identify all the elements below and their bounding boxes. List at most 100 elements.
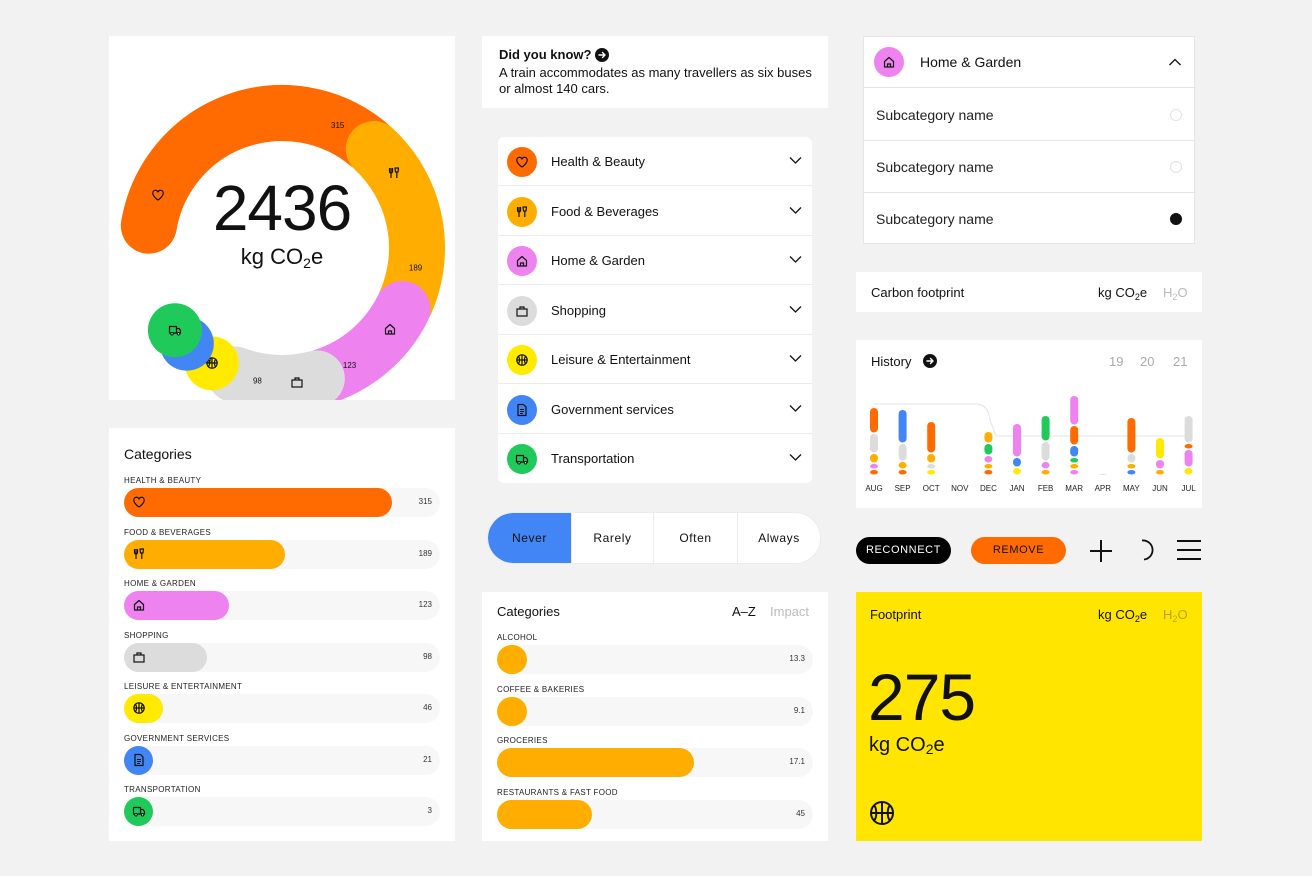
history-bar-segment — [1070, 396, 1079, 425]
category-label: LEISURE & ENTERTAINMENT — [124, 682, 243, 691]
history-bar-segment — [870, 434, 878, 453]
history-card: History 19 20 21 AUG SEP OCT NOV DEC JAN FEB MA… — [856, 340, 1202, 508]
history-bar-segment — [1127, 454, 1136, 463]
chevron-down-icon[interactable] — [789, 206, 802, 215]
accordion-item[interactable]: Food & Beverages — [498, 187, 812, 236]
dropdown-header[interactable]: Home & Garden — [864, 37, 1194, 88]
accordion-item-label: Transportation — [551, 451, 635, 466]
ball-icon — [869, 800, 895, 826]
heart-icon — [132, 495, 146, 509]
category-row[interactable]: LEISURE & ENTERTAINMENT 46 — [124, 682, 440, 726]
category-row[interactable]: TRANSPORTATION 3 — [124, 785, 440, 829]
history-title: History — [871, 354, 912, 369]
sort-az-button[interactable]: A–Z — [732, 604, 756, 619]
subcategory-bar-fill — [497, 696, 527, 726]
year-20-tab[interactable]: 20 — [1140, 354, 1155, 369]
donut-segment-value: 98 — [253, 377, 262, 386]
donut-segment[interactable] — [345, 121, 445, 331]
donut-segment-value: 315 — [331, 121, 345, 130]
subcategory-label: RESTAURANTS & FAST FOOD — [497, 787, 618, 797]
chevron-up-icon[interactable] — [1168, 57, 1182, 67]
year-21-tab[interactable]: 21 — [1173, 354, 1188, 369]
category-dropdown: Home & Garden Subcategory name Subcategor… — [863, 36, 1195, 244]
subcategory-value: 9.1 — [793, 705, 805, 715]
year-19-tab[interactable]: 19 — [1109, 354, 1124, 369]
frequency-option-rarely[interactable]: Rarely — [572, 513, 654, 563]
heart-icon — [507, 147, 537, 177]
category-bar-fill — [124, 745, 153, 775]
chevron-down-icon[interactable] — [789, 305, 802, 314]
subcategory-row[interactable]: GROCERIES 17.1 — [497, 736, 813, 780]
chevron-down-icon[interactable] — [789, 354, 802, 363]
radio-button[interactable] — [1170, 161, 1182, 173]
category-row[interactable]: FOOD & BEVERAGES 189 — [124, 528, 440, 572]
category-bar-track — [124, 797, 440, 826]
subcategory-row[interactable]: COFFEE & BAKERIES 9.1 — [497, 685, 813, 729]
history-bar-segment — [1041, 442, 1050, 461]
history-bar-segment — [1041, 470, 1050, 475]
house-icon — [507, 246, 537, 276]
did-you-know-card[interactable]: Did you know? A train accommodates as ma… — [482, 36, 828, 108]
donut-total: 2436 — [212, 172, 352, 244]
category-row[interactable]: GOVERNMENT SERVICES 21 — [124, 734, 440, 778]
arrow-right-icon[interactable] — [923, 354, 937, 368]
sort-impact-button[interactable]: Impact — [770, 604, 810, 619]
history-bar-segment — [1156, 438, 1164, 459]
subcategory-option[interactable]: Subcategory name — [864, 141, 1194, 193]
remove-button[interactable]: REMOVE — [971, 537, 1066, 564]
subcategory-bar-fill — [497, 748, 694, 777]
subcategory-option[interactable]: Subcategory name — [864, 193, 1194, 245]
accordion-item[interactable]: Home & Garden — [498, 236, 812, 285]
subcategory-option[interactable]: Subcategory name — [864, 89, 1194, 141]
history-bar-segment — [898, 470, 907, 475]
arrow-right-icon[interactable] — [595, 48, 609, 62]
frequency-option-always[interactable]: Always — [758, 531, 800, 545]
radio-button[interactable] — [1170, 109, 1182, 121]
unit-h2o-tab[interactable]: H2O — [1163, 285, 1188, 302]
unit-co2-tab[interactable]: kg CO2e — [1098, 285, 1148, 302]
accordion-item[interactable]: Transportation — [498, 434, 812, 483]
history-chart: AUG SEP OCT NOV DEC JAN FEB MAR APR MAY JUN JUL — [865, 396, 1196, 493]
donut-segment[interactable] — [206, 346, 345, 400]
subcategory-label: ALCOHOL — [497, 633, 538, 642]
donut-segment[interactable] — [120, 85, 397, 254]
accordion-item[interactable]: Government services — [498, 385, 812, 434]
donut-unit: kg CO2e — [240, 244, 324, 271]
history-bar-segment — [1184, 416, 1193, 443]
accordion-item[interactable]: Leisure & Entertainment — [498, 335, 812, 384]
history-bar-segment — [1070, 470, 1079, 475]
category-accordion: Health & Beauty Food & Beverages Home & Ga… — [498, 137, 812, 483]
frequency-option-often[interactable]: Often — [654, 513, 738, 563]
chevron-down-icon[interactable] — [789, 404, 802, 413]
category-value: 21 — [423, 754, 432, 764]
category-label: SHOPPING — [124, 630, 169, 640]
subcategory-label: GROCERIES — [497, 736, 548, 745]
chevron-down-icon[interactable] — [789, 156, 802, 165]
donut-chart: 3151891239848 — [120, 85, 445, 400]
category-row[interactable]: HEALTH & BEAUTY 315 — [124, 476, 440, 520]
menu-icon[interactable] — [1176, 539, 1202, 561]
history-bar-segment — [1013, 458, 1021, 467]
category-row[interactable]: SHOPPING 98 — [124, 631, 440, 675]
unit-co2-tab[interactable]: kg CO2e — [1098, 607, 1148, 624]
reconnect-button[interactable]: RECONNECT — [856, 537, 951, 564]
chevron-down-icon[interactable] — [789, 255, 802, 264]
history-bar-segment — [898, 410, 907, 443]
subcategory-row[interactable]: RESTAURANTS & FAST FOOD 45 — [497, 788, 813, 832]
accordion-item[interactable]: Health & Beauty — [498, 137, 812, 186]
accordion-item[interactable]: Shopping — [498, 286, 812, 335]
category-label: FOOD & BEVERAGES — [124, 527, 212, 537]
plus-icon[interactable] — [1088, 538, 1114, 564]
chevron-down-icon[interactable] — [789, 453, 802, 462]
subcategory-value: 13.3 — [789, 654, 805, 663]
category-value: 98 — [423, 651, 432, 661]
unit-h2o-tab[interactable]: H2O — [1163, 607, 1188, 624]
donut-segment[interactable] — [147, 303, 202, 358]
category-label: GOVERNMENT SERVICES — [124, 733, 230, 743]
frequency-option-never[interactable]: Never — [488, 513, 572, 563]
category-row[interactable]: HOME & GARDEN 123 — [124, 579, 440, 623]
truck-icon — [507, 444, 537, 474]
history-month-label: JUL — [1181, 484, 1196, 493]
subcategory-row[interactable]: ALCOHOL 13.3 — [497, 633, 813, 677]
radio-button[interactable] — [1170, 213, 1182, 225]
